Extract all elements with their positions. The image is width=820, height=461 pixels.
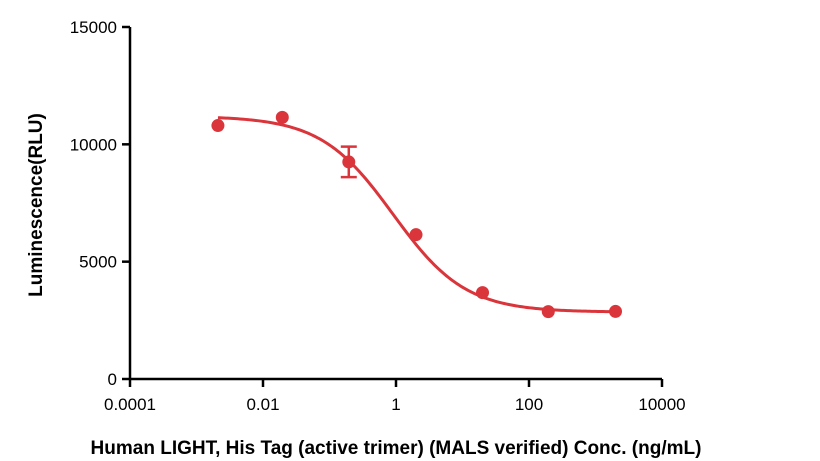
x-tick-label: 1 <box>391 395 400 414</box>
y-tick-label: 10000 <box>70 135 117 154</box>
data-point <box>609 304 623 318</box>
y-axis-title: Luminescence(RLU) <box>26 113 47 297</box>
data-point <box>541 305 555 319</box>
data-point <box>211 119 225 133</box>
y-tick-label: 5000 <box>79 253 117 272</box>
x-tick-label: 0.01 <box>246 395 279 414</box>
data-point <box>476 286 490 300</box>
y-tick-label: 0 <box>108 370 117 389</box>
plot-area <box>211 110 623 319</box>
axes: 0 5000 10000 15000 0.0001 0.01 1 100 10000 <box>70 18 686 414</box>
data-point <box>342 155 356 169</box>
data-point <box>275 110 289 124</box>
x-tick-label: 0.0001 <box>104 395 156 414</box>
x-tick-label: 100 <box>515 395 543 414</box>
x-axis-title: Human LIGHT, His Tag (active trimer) (MA… <box>91 438 702 459</box>
data-point <box>409 228 423 242</box>
x-tick-label: 10000 <box>638 395 685 414</box>
fit-curve <box>217 116 616 314</box>
y-tick-label: 15000 <box>70 18 117 37</box>
